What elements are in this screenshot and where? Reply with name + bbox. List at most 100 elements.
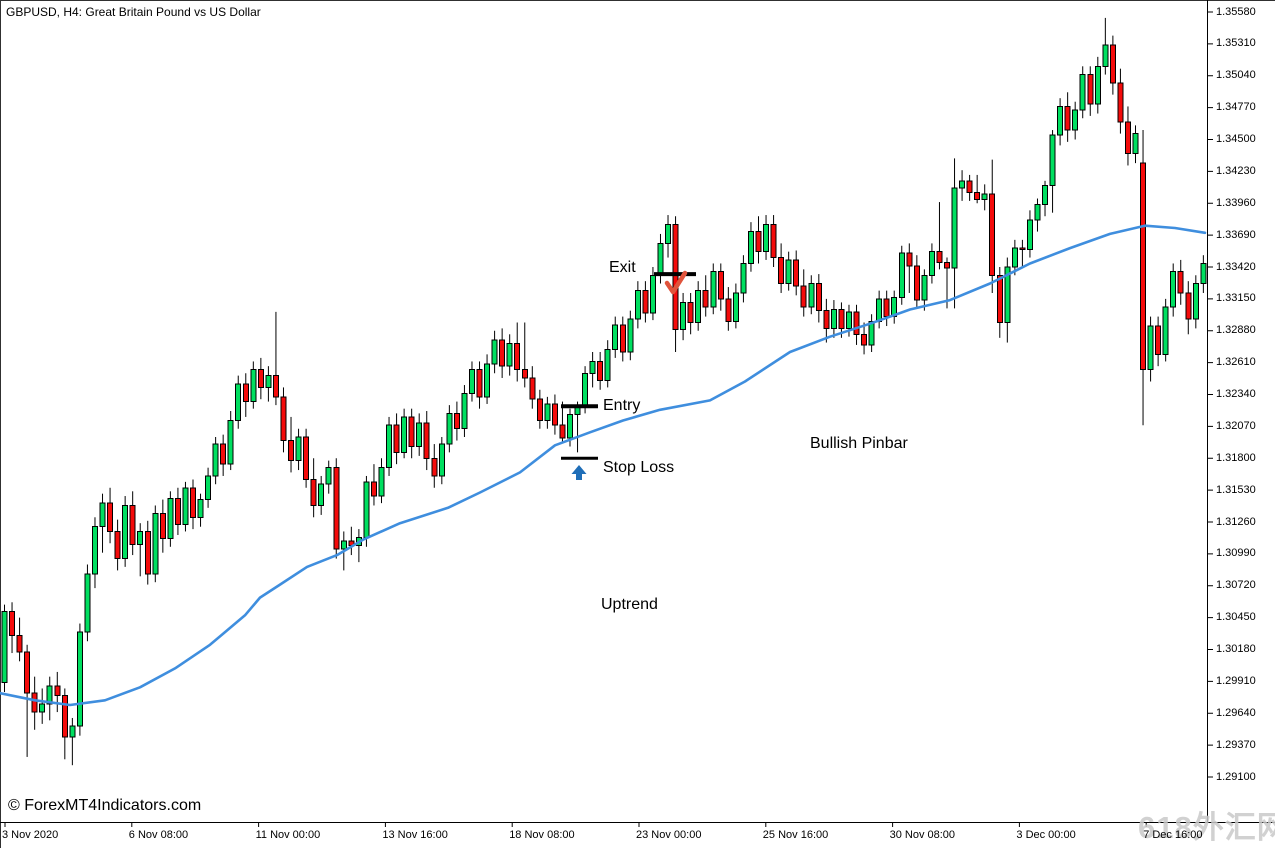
- bear-candle: [770, 224, 777, 259]
- bear-candle: [838, 309, 845, 329]
- uptrend-label[interactable]: Uptrend: [601, 596, 658, 613]
- bear-candle: [936, 251, 943, 263]
- price-axis-label: 1.31260: [1216, 515, 1256, 528]
- watermark-618-corner: 618外汇网: [1138, 810, 1275, 845]
- bear-candle: [1019, 247, 1026, 250]
- price-axis-label: 1.33960: [1216, 196, 1256, 209]
- bull-candle: [891, 297, 898, 318]
- entry-label[interactable]: Entry: [603, 397, 641, 414]
- bull-candle: [1200, 262, 1207, 285]
- bear-candle: [687, 301, 694, 323]
- bear-candle: [257, 369, 264, 388]
- bull-candle: [167, 497, 174, 540]
- bear-candle: [793, 259, 800, 287]
- bull-candle: [589, 360, 596, 374]
- bull-candle: [898, 252, 905, 299]
- bear-candle: [16, 634, 23, 653]
- bear-candle: [642, 290, 649, 314]
- bull-candle: [649, 274, 656, 314]
- bear-candle: [114, 530, 121, 560]
- bull-candle: [99, 502, 106, 528]
- bear-candle: [129, 504, 136, 545]
- bull-candle: [212, 443, 219, 477]
- bear-candle: [514, 343, 521, 371]
- time-axis-label: 3 Nov 2020: [2, 829, 59, 841]
- bull-candle: [461, 392, 468, 430]
- bear-candle: [1109, 44, 1116, 84]
- bull-candle: [227, 419, 234, 465]
- bear-candle: [174, 497, 181, 525]
- bear-candle: [1117, 82, 1124, 123]
- bull-candle: [959, 180, 966, 189]
- time-axis-label: 7 Dec 16:00: [1143, 829, 1203, 841]
- bear-candle: [144, 530, 151, 575]
- bear-candle: [800, 285, 807, 308]
- bull-candle: [197, 499, 204, 518]
- bear-candle: [431, 457, 438, 477]
- bear-candle: [996, 274, 1003, 323]
- price-axis-label: 1.35310: [1216, 37, 1256, 50]
- buy-arrow-icon[interactable]: [571, 465, 587, 480]
- bull-candle: [680, 301, 687, 331]
- bull-candle: [1079, 74, 1086, 111]
- bear-candle: [823, 310, 830, 329]
- bull-candle: [951, 187, 958, 269]
- bull-candle: [84, 573, 91, 633]
- bear-candle: [190, 487, 196, 518]
- bull-candle: [318, 483, 325, 506]
- bull-candle: [182, 487, 189, 525]
- bear-candle: [159, 513, 166, 540]
- bear-candle: [815, 283, 822, 312]
- bear-candle: [702, 290, 709, 308]
- bull-candle: [1192, 283, 1199, 320]
- bull-candle: [46, 685, 53, 705]
- bear-candle: [717, 271, 724, 300]
- bear-candle: [559, 424, 566, 439]
- time-axis-label: 11 Nov 00:00: [255, 829, 321, 841]
- bear-candle: [1155, 325, 1162, 355]
- bull-candle: [740, 262, 747, 294]
- bear-candle: [672, 224, 679, 331]
- bull-candle: [1004, 266, 1011, 323]
- price-axis-label: 1.30180: [1216, 643, 1256, 655]
- bull-candle: [325, 467, 332, 485]
- bear-candle: [906, 252, 913, 267]
- stop-loss-label[interactable]: Stop Loss: [603, 459, 675, 476]
- bear-candle: [310, 479, 317, 506]
- bear-candle: [476, 369, 483, 398]
- bear-candle: [31, 692, 38, 713]
- bull-candle: [446, 412, 453, 445]
- bull-candle: [363, 481, 370, 538]
- exit-check-icon[interactable]: [664, 270, 688, 295]
- bull-candle: [1057, 105, 1064, 136]
- moving-average-line[interactable]: [0, 224, 1207, 707]
- bull-candle: [808, 283, 815, 308]
- bull-candle: [921, 274, 928, 301]
- bull-candle: [928, 251, 935, 276]
- bear-candle: [9, 611, 16, 636]
- bull-candle: [627, 318, 634, 353]
- bear-candle: [408, 416, 415, 447]
- bull-candle: [265, 375, 272, 388]
- exit-label[interactable]: Exit: [609, 259, 636, 276]
- bear-candle: [333, 467, 340, 550]
- bull-candle: [137, 530, 144, 545]
- watermark-forexmt4indicators: © ForexMT4Indicators.com: [8, 797, 202, 814]
- bull-candle: [491, 339, 498, 365]
- bull-candle: [567, 414, 573, 439]
- bull-candle: [386, 424, 393, 469]
- price-axis-label: 1.35040: [1216, 69, 1256, 82]
- bull-candle: [1011, 247, 1018, 268]
- bull-candle: [665, 224, 672, 244]
- price-axis-label: 1.33690: [1216, 228, 1256, 241]
- bull-candle: [378, 467, 385, 497]
- price-axis-label: 1.29910: [1216, 674, 1256, 687]
- bullish-pinbar-label[interactable]: Bullish Pinbar: [810, 435, 908, 452]
- bull-candle: [91, 526, 98, 575]
- bear-candle: [913, 265, 920, 301]
- bull-candle: [1072, 109, 1079, 131]
- bull-candle: [612, 324, 619, 351]
- bull-candle: [1042, 185, 1049, 205]
